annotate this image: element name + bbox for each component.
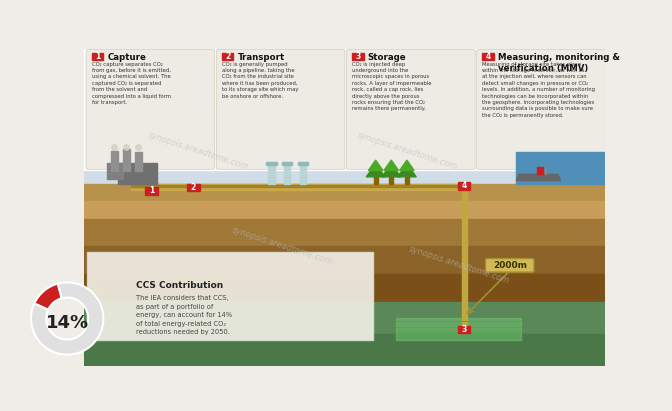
Bar — [458, 182, 470, 189]
Bar — [135, 152, 142, 171]
Bar — [187, 183, 200, 191]
FancyBboxPatch shape — [216, 50, 345, 169]
Text: The IEA considers that CCS,
as part of a portfolio of
energy, can account for 14: The IEA considers that CCS, as part of a… — [136, 295, 232, 335]
Bar — [92, 53, 103, 60]
Polygon shape — [400, 160, 414, 171]
Bar — [108, 163, 123, 179]
Text: Measuring of storage site takes place
within the storage reservoir, as well as
a: Measuring of storage site takes place wi… — [482, 62, 595, 118]
Text: Transport: Transport — [238, 53, 285, 62]
Bar — [84, 49, 605, 170]
Text: CO₂ is injected deep
underground into the
microscopic spaces in porous
rocks. A : CO₂ is injected deep underground into th… — [352, 62, 431, 111]
Text: 1: 1 — [149, 186, 155, 195]
Polygon shape — [384, 160, 398, 171]
Text: 14%: 14% — [46, 314, 89, 332]
Polygon shape — [382, 164, 401, 177]
Bar — [268, 165, 275, 184]
Bar — [222, 53, 233, 60]
Bar — [300, 165, 306, 184]
Bar — [352, 53, 364, 60]
Bar — [282, 162, 292, 166]
Bar — [537, 167, 544, 174]
Bar — [84, 184, 605, 201]
Wedge shape — [34, 284, 62, 310]
Bar — [266, 162, 277, 166]
Bar — [118, 163, 157, 184]
Text: 2000m: 2000m — [493, 261, 527, 270]
Text: CO₂ capture separates CO₂
from gas, before it is emitted,
using a chemical solve: CO₂ capture separates CO₂ from gas, befo… — [92, 62, 171, 105]
Text: 3: 3 — [355, 52, 361, 61]
Bar — [374, 177, 378, 184]
Polygon shape — [368, 160, 383, 171]
Polygon shape — [366, 164, 385, 177]
Polygon shape — [516, 174, 560, 181]
Bar — [405, 177, 409, 184]
Bar — [84, 274, 605, 302]
Text: synopsis.areadtome.com: synopsis.areadtome.com — [147, 130, 250, 171]
Text: synopsis.areadtome.com: synopsis.areadtome.com — [230, 225, 333, 266]
Text: 4: 4 — [485, 52, 491, 61]
Bar — [516, 152, 605, 184]
Wedge shape — [31, 282, 103, 355]
Text: Storage: Storage — [368, 53, 407, 62]
Bar — [389, 177, 393, 184]
Bar — [298, 162, 308, 166]
Bar — [131, 185, 464, 190]
Bar — [396, 318, 521, 340]
Bar — [458, 326, 470, 333]
Text: 1: 1 — [95, 52, 100, 61]
Bar — [84, 245, 605, 274]
Bar — [87, 252, 373, 340]
Text: 3: 3 — [462, 325, 467, 334]
Text: 2: 2 — [191, 183, 196, 192]
Text: CCS Contribution: CCS Contribution — [136, 281, 223, 289]
Text: 4: 4 — [462, 181, 467, 190]
Bar — [84, 302, 605, 334]
Bar — [462, 190, 467, 326]
FancyBboxPatch shape — [86, 50, 215, 169]
Bar — [131, 185, 464, 187]
Text: synopsis.areadtome.com: synopsis.areadtome.com — [407, 244, 511, 285]
Bar — [545, 168, 546, 174]
Bar — [123, 149, 130, 171]
Text: Capture: Capture — [108, 53, 146, 62]
Text: synopsis.areadtome.com: synopsis.areadtome.com — [355, 130, 458, 171]
Bar — [84, 219, 605, 245]
Bar — [84, 49, 605, 184]
Bar — [284, 165, 290, 184]
Bar — [482, 53, 494, 60]
Text: Measuring, monitoring &
verification (MMV): Measuring, monitoring & verification (MM… — [498, 53, 620, 72]
Text: CO₂ is generally pumped
along a pipeline, taking the
CO₂ from the industrial sit: CO₂ is generally pumped along a pipeline… — [222, 62, 298, 99]
Bar — [459, 185, 467, 190]
Bar — [145, 187, 158, 194]
Polygon shape — [398, 164, 416, 177]
FancyBboxPatch shape — [347, 50, 475, 169]
Text: 2: 2 — [225, 52, 230, 61]
Bar — [84, 201, 605, 219]
FancyBboxPatch shape — [476, 50, 605, 169]
Bar — [84, 334, 605, 366]
Bar — [111, 150, 118, 171]
Bar — [87, 252, 373, 340]
FancyBboxPatch shape — [486, 259, 534, 272]
